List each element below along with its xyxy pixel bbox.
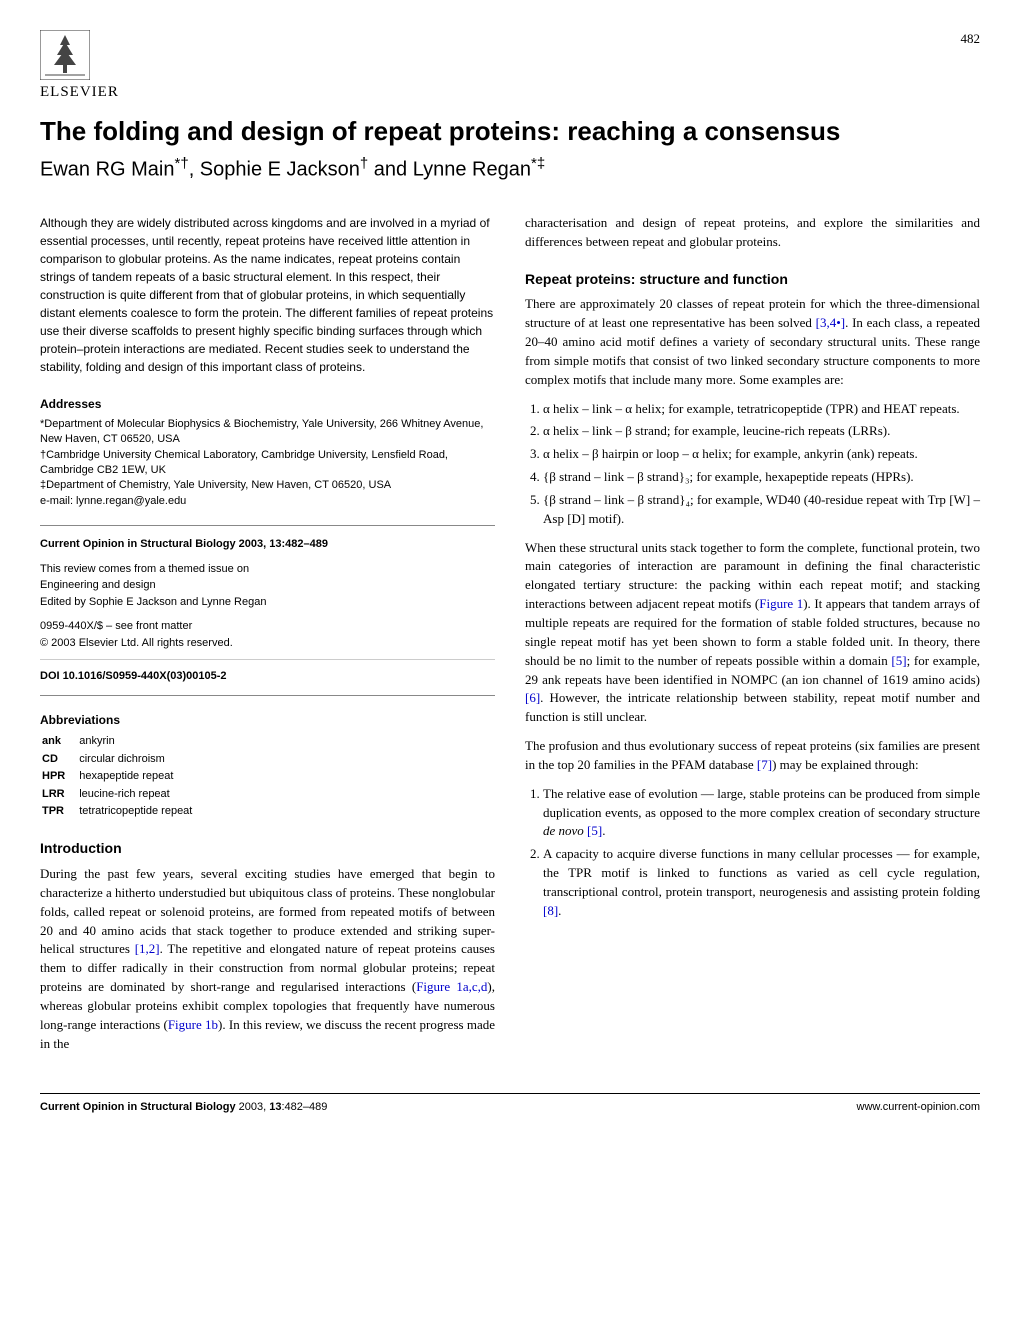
- figure-link[interactable]: Figure 1: [759, 596, 803, 611]
- list-item: α helix – link – β strand; for example, …: [543, 422, 980, 441]
- left-column: Although they are widely distributed acr…: [40, 214, 495, 1063]
- citation-link[interactable]: [8]: [543, 903, 558, 918]
- abbrev-def: circular dichroism: [79, 752, 192, 767]
- table-row: HPRhexapeptide repeat: [42, 769, 192, 784]
- two-column-layout: Although they are widely distributed acr…: [40, 214, 980, 1063]
- copyright-line: © 2003 Elsevier Ltd. All rights reserved…: [40, 635, 495, 652]
- list-item: The relative ease of evolution — large, …: [543, 785, 980, 842]
- review-line: Engineering and design: [40, 577, 495, 594]
- page-number: 482: [961, 30, 981, 48]
- footer-citation: Current Opinion in Structural Biology 20…: [40, 1100, 327, 1115]
- table-row: CDcircular dichroism: [42, 752, 192, 767]
- page-footer: Current Opinion in Structural Biology 20…: [40, 1093, 980, 1115]
- abbrev-key: HPR: [42, 769, 77, 784]
- divider: [40, 659, 495, 660]
- abbrev-key: TPR: [42, 804, 77, 819]
- address-line: †Cambridge University Chemical Laborator…: [40, 448, 495, 479]
- addresses-block: *Department of Molecular Biophysics & Bi…: [40, 417, 495, 509]
- review-line: Edited by Sophie E Jackson and Lynne Reg…: [40, 594, 495, 611]
- doi-line: DOI 10.1016/S0959-440X(03)00105-2: [40, 668, 495, 685]
- list-item: A capacity to acquire diverse functions …: [543, 845, 980, 920]
- authors-line: Ewan RG Main*†, Sophie E Jackson† and Ly…: [40, 153, 980, 184]
- article-title: The folding and design of repeat protein…: [40, 113, 980, 149]
- examples-list: α helix – link – α helix; for example, t…: [525, 400, 980, 529]
- right-column: characterisation and design of repeat pr…: [525, 214, 980, 1063]
- citation-link[interactable]: [6]: [525, 690, 540, 705]
- citation-link[interactable]: [3,4•]: [816, 315, 845, 330]
- list-item: α helix – link – α helix; for example, t…: [543, 400, 980, 419]
- reasons-list: The relative ease of evolution — large, …: [525, 785, 980, 921]
- abbreviations-heading: Abbreviations: [40, 712, 495, 729]
- review-line: This review comes from a themed issue on: [40, 561, 495, 578]
- figure-link[interactable]: Figure 1a,c,d: [416, 979, 487, 994]
- abbrev-key: ank: [42, 734, 77, 749]
- address-line: ‡Department of Chemistry, Yale Universit…: [40, 478, 495, 493]
- citation-link[interactable]: [5]: [891, 653, 906, 668]
- address-line: e-mail: lynne.regan@yale.edu: [40, 494, 495, 509]
- list-item: {β strand – link – β strand}₄; for examp…: [543, 491, 980, 529]
- structure-paragraph-3: The profusion and thus evolutionary succ…: [525, 737, 980, 775]
- abstract-text: Although they are widely distributed acr…: [40, 214, 495, 376]
- footer-url: www.current-opinion.com: [857, 1100, 981, 1115]
- abbrev-def: ankyrin: [79, 734, 192, 749]
- structure-paragraph: There are approximately 20 classes of re…: [525, 295, 980, 389]
- introduction-heading: Introduction: [40, 839, 495, 859]
- abbreviations-table: ankankyrin CDcircular dichroism HPRhexap…: [40, 732, 194, 821]
- citation-link[interactable]: [7]: [757, 757, 772, 772]
- addresses-heading: Addresses: [40, 396, 495, 413]
- table-row: TPRtetratricopeptide repeat: [42, 804, 192, 819]
- citation-link[interactable]: [5]: [587, 823, 602, 838]
- list-item: α helix – β hairpin or loop – α helix; f…: [543, 445, 980, 464]
- address-line: *Department of Molecular Biophysics & Bi…: [40, 417, 495, 448]
- structure-paragraph-2: When these structural units stack togeth…: [525, 539, 980, 727]
- table-row: LRRleucine-rich repeat: [42, 787, 192, 802]
- intro-paragraph: During the past few years, several excit…: [40, 865, 495, 1053]
- citation-link[interactable]: [1,2]: [135, 941, 160, 956]
- copyright-line: 0959-440X/$ – see front matter: [40, 618, 495, 635]
- abbrev-def: leucine-rich repeat: [79, 787, 192, 802]
- abbrev-def: hexapeptide repeat: [79, 769, 192, 784]
- page-header: 482 ELSEVIER: [40, 30, 980, 103]
- list-item: {β strand – link – β strand}₃; for examp…: [543, 468, 980, 487]
- publisher-logo-area: ELSEVIER: [40, 30, 980, 103]
- elsevier-tree-icon: [40, 30, 90, 80]
- abbrev-def: tetratricopeptide repeat: [79, 804, 192, 819]
- publisher-name: ELSEVIER: [40, 82, 980, 103]
- abbrev-key: LRR: [42, 787, 77, 802]
- structure-heading: Repeat proteins: structure and function: [525, 270, 980, 290]
- journal-citation: Current Opinion in Structural Biology 20…: [40, 536, 495, 553]
- table-row: ankankyrin: [42, 734, 192, 749]
- abbrev-key: CD: [42, 752, 77, 767]
- intro-continuation: characterisation and design of repeat pr…: [525, 214, 980, 252]
- journal-info-box: Current Opinion in Structural Biology 20…: [40, 525, 495, 696]
- figure-link[interactable]: Figure 1b: [168, 1017, 218, 1032]
